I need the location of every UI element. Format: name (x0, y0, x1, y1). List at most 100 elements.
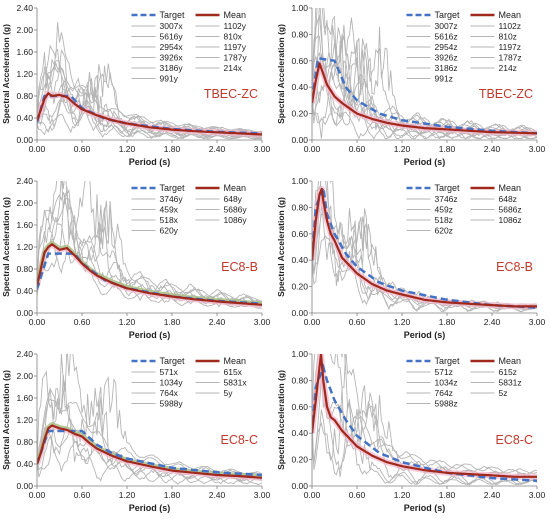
plot-area (312, 181, 537, 313)
legend-record-label: 991y (160, 74, 179, 84)
y-tick-label: 1.20 (16, 69, 33, 79)
x-tick-label: 1.80 (439, 317, 456, 327)
legend-record-label: 2954z (435, 42, 458, 52)
y-axis-title: Spectral Acceleration (g) (276, 24, 286, 124)
panel-label: TBEC-ZC (204, 87, 258, 101)
legend-record-label: 518z (435, 215, 453, 225)
y-tick-label: 0.60 (291, 229, 308, 239)
legend-record-label: 5988y (160, 399, 184, 409)
panel-label: EC8-C (495, 433, 533, 447)
legend-mean-label: Mean (224, 10, 247, 20)
legend-record-label: 3926z (435, 53, 458, 63)
x-tick-label: 3.00 (529, 144, 546, 154)
y-axis-title: Spectral Acceleration (g) (276, 370, 286, 470)
legend: Target Mean 571z 615z 1034z 5831z 764z 5z 5988z (406, 356, 522, 409)
spectrum-chart: 0.00 0.40 0.80 1.20 1.60 2.00 2.40 0.00 0.60 1.20… (1, 176, 271, 340)
legend-target-label: Target (160, 356, 186, 366)
legend-record-label: 214z (499, 63, 517, 73)
y-tick-label: 2.00 (16, 371, 33, 381)
y-tick-label: 0.00 (291, 481, 308, 491)
legend-record-label: 764x (160, 388, 179, 398)
y-tick-label: 0.00 (291, 135, 308, 145)
x-tick-label: 0.60 (74, 317, 91, 327)
record-spectrum-3746y (37, 181, 262, 305)
y-axis-title: Spectral Acceleration (g) (276, 197, 286, 297)
legend: Target Mean 3746z 648z 459z 5686z 518z 1086z 620… (406, 183, 522, 236)
y-tick-label: 0.20 (291, 282, 308, 292)
y-tick-label: 0.00 (291, 308, 308, 318)
spectrum-panel: 0.00 0.40 0.80 1.20 1.60 2.00 2.40 0.00 0.60 1.20… (0, 173, 275, 346)
plot-area (37, 354, 262, 486)
y-tick-label: 1.20 (16, 242, 33, 252)
legend-record-label: 620y (160, 226, 179, 236)
x-tick-label: 2.40 (484, 144, 501, 154)
x-tick-label: 0.60 (349, 144, 366, 154)
x-tick-label: 2.40 (209, 144, 226, 154)
legend-record-label: 1197y (224, 42, 247, 52)
legend-record-label: 5988z (435, 399, 458, 409)
x-tick-label: 0.60 (349, 317, 366, 327)
legend-record-label: 3186y (160, 63, 184, 73)
legend-record-label: 2954x (160, 42, 184, 52)
y-tick-label: 1.60 (16, 47, 33, 57)
y-tick-label: 0.40 (16, 286, 33, 296)
x-tick-label: 1.80 (439, 144, 456, 154)
x-tick-label: 1.20 (119, 144, 136, 154)
legend-record-label: 1086z (499, 215, 522, 225)
record-spectrum-764x (37, 376, 262, 474)
legend-record-label: 3186z (435, 63, 458, 73)
x-tick-label: 0.00 (304, 490, 321, 500)
x-tick-label: 0.00 (29, 317, 46, 327)
spectrum-panel: 0.00 0.20 0.40 0.60 0.80 1.00 0.00 0.60 1.20 1.80… (275, 0, 550, 173)
y-tick-label: 0.80 (16, 91, 33, 101)
legend-record-label: 5831z (499, 378, 522, 388)
y-tick-label: 0.60 (291, 402, 308, 412)
y-tick-label: 1.60 (16, 220, 33, 230)
legend-record-label: 518x (160, 215, 179, 225)
legend-record-label: 810z (499, 32, 517, 42)
x-tick-label: 3.00 (529, 490, 546, 500)
y-tick-label: 2.40 (16, 349, 33, 359)
y-tick-label: 0.40 (291, 82, 308, 92)
legend-record-label: 5z (499, 388, 508, 398)
legend-target-label: Target (435, 183, 461, 193)
y-tick-label: 0.80 (16, 264, 33, 274)
legend-record-label: 3746z (435, 194, 458, 204)
y-tick-label: 0.40 (16, 459, 33, 469)
x-tick-label: 3.00 (529, 317, 546, 327)
y-tick-label: 0.80 (291, 375, 308, 385)
legend: Target Mean 571x 615x 1034y 5831x 764x 5y 5988y (131, 356, 247, 409)
mean-spectrum (312, 187, 537, 308)
legend-record-label: 648y (224, 194, 243, 204)
legend: Target Mean 3007z 1102z 5616z 810z 2954z 1197z 3… (406, 10, 522, 84)
legend-record-label: 3007x (160, 21, 184, 31)
legend-record-label: 1787y (224, 53, 248, 63)
x-axis-title: Period (s) (129, 157, 171, 167)
legend-target-label: Target (435, 356, 461, 366)
x-tick-label: 0.00 (29, 144, 46, 154)
x-tick-label: 3.00 (254, 144, 271, 154)
y-tick-label: 0.80 (16, 437, 33, 447)
x-axis-title: Period (s) (404, 503, 446, 513)
legend-record-label: 615z (499, 367, 517, 377)
y-tick-label: 2.40 (16, 176, 33, 186)
legend-record-label: 1197z (499, 42, 522, 52)
legend-record-label: 1034y (160, 378, 184, 388)
x-tick-label: 0.00 (304, 144, 321, 154)
y-tick-label: 0.80 (291, 202, 308, 212)
y-tick-label: 0.00 (16, 481, 33, 491)
record-spectrum-3926x (37, 58, 262, 138)
spectrum-panel: 0.00 0.20 0.40 0.60 0.80 1.00 0.00 0.60 1.20 1.80… (275, 173, 550, 346)
spectrum-panel: 0.00 0.40 0.80 1.20 1.60 2.00 2.40 0.00 0.60 1.20… (0, 0, 275, 173)
y-tick-label: 0.00 (16, 135, 33, 145)
legend-record-label: 1102z (499, 21, 522, 31)
x-tick-label: 3.00 (254, 490, 271, 500)
record-spectrum-3186z (312, 8, 537, 134)
x-tick-label: 1.80 (164, 317, 181, 327)
spectrum-chart: 0.00 0.40 0.80 1.20 1.60 2.00 2.40 0.00 0.60 1.20… (1, 3, 271, 167)
spectrum-chart: 0.00 0.20 0.40 0.60 0.80 1.00 0.00 0.60 1.20 1.80… (276, 349, 546, 513)
panel-label: EC8-B (221, 260, 258, 274)
legend-mean-label: Mean (499, 183, 522, 193)
plot-area (37, 181, 262, 309)
